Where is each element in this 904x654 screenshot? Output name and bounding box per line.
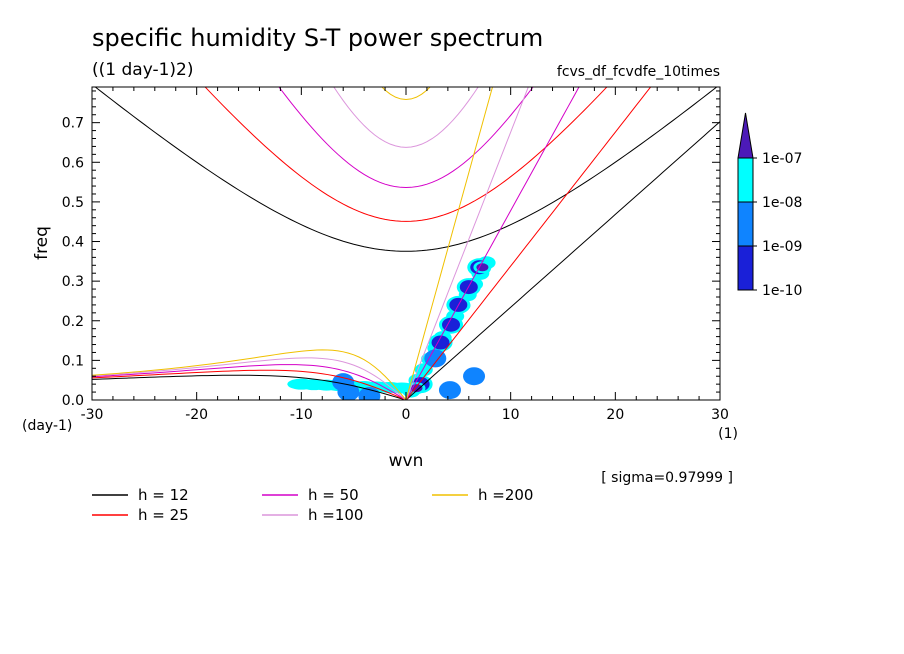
kelvin-wave-curve	[405, 87, 529, 400]
rossby-wave-curve	[92, 349, 407, 400]
rossby-wave-curve	[92, 369, 407, 400]
colorbar-segment	[737, 201, 754, 247]
spectral-patch	[442, 317, 461, 332]
colorbar: 1e-10 1e-09 1e-08 1e-07	[737, 112, 802, 299]
chart-title: specific humidity S-T power spectrum	[92, 24, 543, 52]
kelvin-wave-curve	[405, 87, 652, 400]
rossby-wave-curve	[92, 374, 407, 400]
gravity-wave-curve	[333, 87, 479, 148]
legend-label: h = 25	[138, 506, 189, 524]
x-axis: -30 -20 -10 0 10 20 30	[81, 87, 729, 423]
spectral-patch	[463, 367, 486, 386]
x-tick-label: 30	[711, 407, 729, 423]
y-axis-label: freq	[32, 226, 52, 260]
x-tick-label: -30	[81, 407, 104, 423]
colorbar-label: 1e-07	[762, 151, 802, 167]
legend-label: h = 12	[138, 486, 189, 504]
y-tick-label: 0.5	[62, 195, 84, 211]
plot-frame	[91, 86, 721, 401]
x-tick-label: 0	[402, 407, 411, 423]
colorbar-segment	[737, 157, 754, 203]
case-name: fcvs_df_fcvdfe_10times	[557, 64, 720, 80]
y-tick-label: 0.3	[62, 274, 84, 290]
spectral-patch	[337, 383, 360, 400]
x-tick-label: 20	[606, 407, 624, 423]
spectral-patch	[476, 263, 489, 272]
x-axis-label: wvn	[389, 451, 424, 471]
chart-subtitle: ((1 day-1)2)	[92, 60, 194, 80]
kelvin-wave-curve	[405, 87, 580, 400]
colorbar-extend-arrow	[737, 112, 754, 159]
y-tick-label: 0.2	[62, 314, 84, 330]
legend-label: h = 50	[308, 486, 359, 504]
y-tick-label: 0.6	[62, 155, 84, 171]
y-tick-label: 0.7	[62, 116, 84, 132]
gravity-wave-curve	[381, 87, 431, 101]
colorbar-label: 1e-10	[762, 283, 802, 299]
sigma-note: [ sigma=0.97999 ]	[601, 470, 733, 486]
x-tick-label: -20	[185, 407, 208, 423]
y-axis: 0.0 0.1 0.2 0.3 0.4 0.5 0.6 0.7	[62, 90, 720, 409]
kelvin-wave-curve	[405, 87, 494, 400]
gravity-wave-curve	[204, 87, 608, 222]
spectral-patch	[438, 381, 461, 400]
curve-legend: h = 12 h = 50 h =200 h = 25 h =100	[92, 486, 533, 524]
legend-label: h =200	[478, 486, 533, 504]
y-tick-label: 0.1	[62, 353, 84, 369]
colorbar-segment	[737, 245, 754, 291]
legend-label: h =100	[308, 506, 363, 524]
colorbar-label: 1e-09	[762, 239, 802, 255]
x-tick-label: 10	[502, 407, 520, 423]
spectral-patch	[424, 349, 447, 368]
dispersion-curves	[92, 87, 720, 400]
y-tick-label: 0.4	[62, 235, 84, 251]
kelvin-wave-curve	[405, 121, 720, 400]
colorbar-label: 1e-08	[762, 195, 802, 211]
x-tick-label: -10	[290, 407, 313, 423]
gravity-wave-curve	[278, 87, 534, 189]
rossby-wave-curve	[92, 357, 407, 400]
x-axis-unit: (1)	[718, 426, 738, 442]
gravity-wave-curve	[94, 87, 718, 252]
y-axis-unit: (day-1)	[22, 418, 72, 434]
rossby-wave-curve	[92, 364, 407, 400]
y-tick-label: 0.0	[62, 393, 84, 409]
